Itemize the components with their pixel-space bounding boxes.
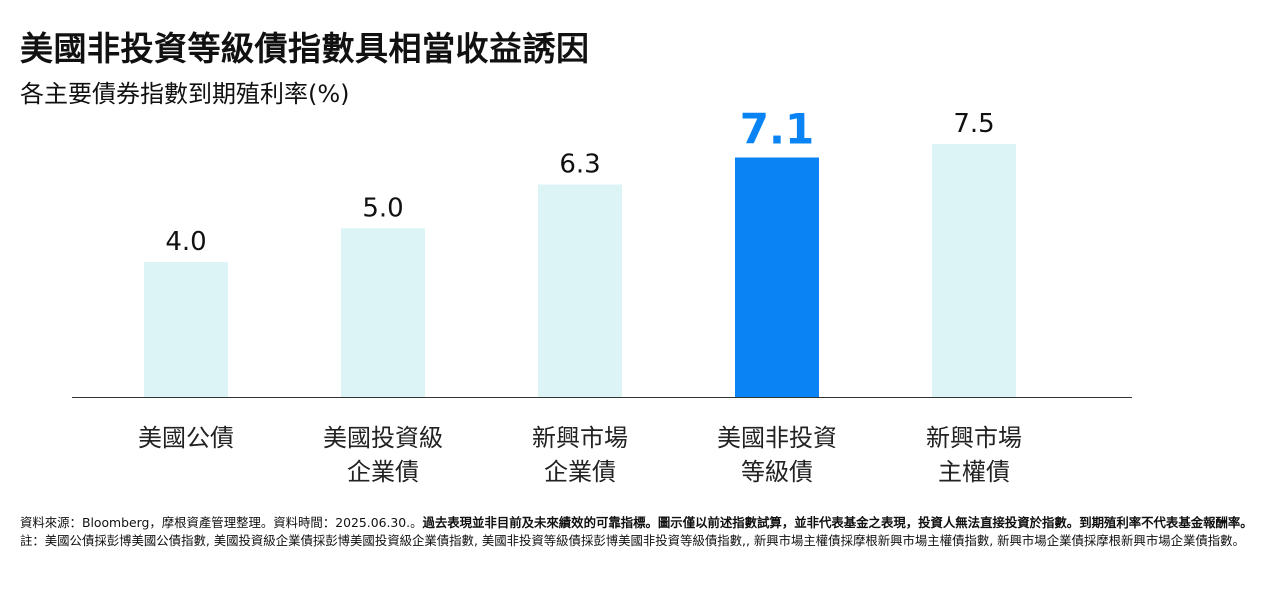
data-label-2: 6.3 [559,149,600,179]
chart-title: 美國非投資等級債指數具相當收益誘因 [20,29,590,68]
category-label-0-0: 美國公債 [138,424,234,452]
footnote-note: 註：美國公債採彭博美國公債指數, 美國投資級企業債採彭博美國投資級企業債指數, … [20,533,1245,548]
data-label-0: 4.0 [165,227,206,257]
footnote-disclaimer: 過去表現並非目前及未來績效的可靠指標。圖示僅以前述指數試算，並非代表基金之表現，… [422,515,1253,530]
category-label-4-1: 主權債 [938,458,1010,486]
data-label-1: 5.0 [362,193,403,223]
bar-2 [538,184,622,397]
category-label-2-1: 企業債 [544,458,616,486]
bar-1 [341,228,425,397]
category-label-2-0: 新興市場 [532,424,628,452]
category-label-3-0: 美國非投資 [717,424,837,452]
bar-4 [932,144,1016,397]
bar-0 [144,262,228,397]
data-label-3: 7.1 [740,104,814,153]
category-label-1-1: 企業債 [347,458,419,486]
chart-subtitle: 各主要債券指數到期殖利率(%) [20,80,350,108]
footnote-source: 資料來源：Bloomberg，摩根資產管理整理。資料時間：2025.06.30.… [20,515,423,530]
footnote: 資料來源：Bloomberg，摩根資產管理整理。資料時間：2025.06.30.… [20,514,1264,550]
yield-bar-chart: 4.0 美國公債 5.0 美國投資級企業債 6.3 新興市場企業債 7.1 美國非投資等級債 7… [72,104,1132,486]
category-label-4-0: 新興市場 [926,424,1022,452]
category-label-1-0: 美國投資級 [323,424,443,452]
bar-3 [735,157,819,397]
category-label-3-1: 等級債 [741,458,813,486]
data-label-4: 7.5 [953,109,994,139]
